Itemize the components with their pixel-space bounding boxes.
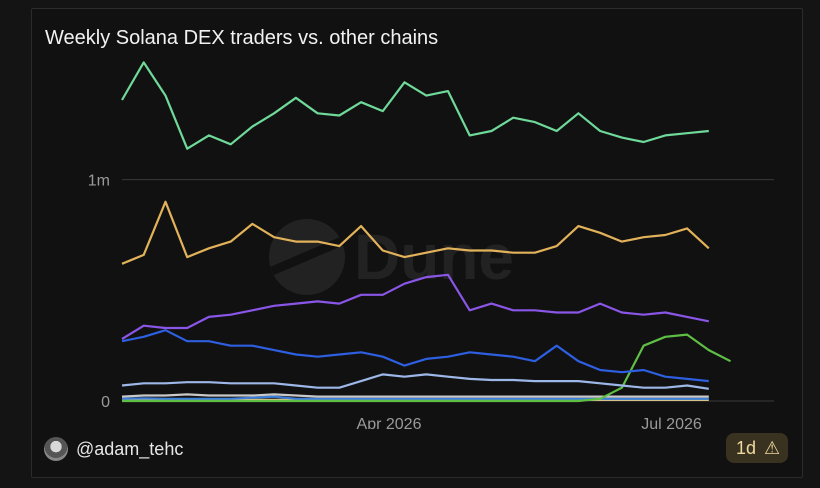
x-tick-label: Jul 2026 xyxy=(641,416,702,429)
x-tick-label: Apr 2026 xyxy=(357,416,422,429)
y-tick-label: 1m xyxy=(88,173,110,190)
watermark-text: Dune xyxy=(354,221,514,293)
series-line-2 xyxy=(121,200,710,265)
series-line-6 xyxy=(122,333,732,403)
refresh-badge[interactable]: 1d ⚠ xyxy=(726,433,789,463)
y-tick-label: 0 xyxy=(101,394,110,411)
dune-watermark: Dune xyxy=(269,219,514,295)
x-axis: Apr 2026 Jul 2026 xyxy=(357,416,702,429)
series-layer xyxy=(121,61,732,403)
warning-icon: ⚠ xyxy=(764,438,781,458)
refresh-label: 1d xyxy=(736,437,757,458)
series-line-7 xyxy=(121,393,709,398)
avatar xyxy=(44,437,68,461)
chart-title: Weekly Solana DEX traders vs. other chai… xyxy=(45,27,439,49)
series-line-8 xyxy=(121,395,709,400)
series-line-3 xyxy=(121,273,710,340)
series-line-5 xyxy=(121,373,709,390)
y-axis: 0 1m xyxy=(88,173,110,411)
author[interactable]: @adam_tehc xyxy=(44,437,183,461)
series-line-1 xyxy=(121,61,709,150)
chart-card: Weekly Solana DEX traders vs. other chai… xyxy=(31,8,803,478)
series-line-4 xyxy=(121,329,709,383)
author-handle: @adam_tehc xyxy=(76,438,184,459)
line-chart: Dune 0 1m Apr 2026 Jul 2026 xyxy=(88,61,774,429)
